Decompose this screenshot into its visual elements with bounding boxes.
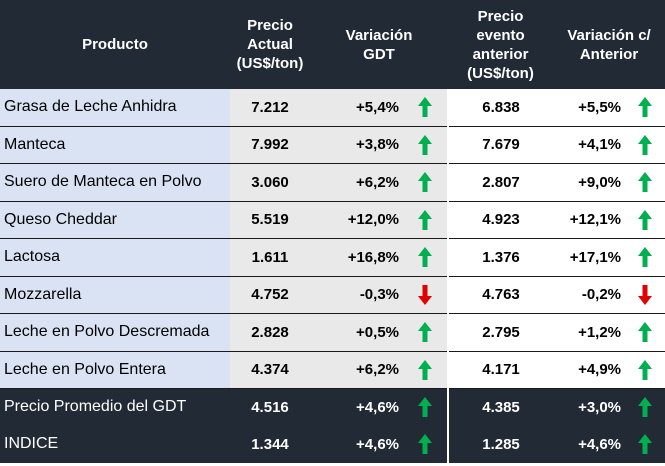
gdt-variation: +5,4% <box>310 89 403 127</box>
product-name: Mozzarella <box>0 276 230 314</box>
table-row: Lactosa 1.611 +16,8% 1.376 +17,1% <box>0 238 665 277</box>
up-arrow-icon <box>403 238 449 277</box>
up-arrow-icon <box>625 313 665 352</box>
previous-variation: +3,0% <box>553 388 626 426</box>
up-arrow-icon <box>403 201 449 239</box>
up-arrow-icon <box>403 425 449 463</box>
current-price: 1.344 <box>230 425 310 463</box>
header-variacion-gdt: Variación GDT <box>310 0 449 89</box>
table-row: Manteca 7.992 +3,8% 7.679 +4,1% <box>0 126 665 164</box>
table-row: Queso Cheddar 5.519 +12,0% 4.923 +12,1% <box>0 201 665 239</box>
previous-price: 4.385 <box>447 388 554 426</box>
previous-variation: +4,1% <box>553 126 626 164</box>
up-arrow-icon <box>625 201 665 239</box>
previous-variation: +9,0% <box>553 163 626 202</box>
previous-price: 1.285 <box>447 425 554 463</box>
up-arrow-icon <box>625 163 665 202</box>
previous-variation: +17,1% <box>553 238 626 277</box>
previous-variation: +5,5% <box>553 89 626 127</box>
previous-price: 6.838 <box>447 89 554 127</box>
previous-variation: +12,1% <box>553 201 626 239</box>
current-price: 2.828 <box>230 313 310 352</box>
product-name: Suero de Manteca en Polvo <box>0 163 230 202</box>
gdt-variation: +4,6% <box>310 388 403 426</box>
product-name: Leche en Polvo Entera <box>0 351 230 389</box>
gdt-variation: -0,3% <box>310 276 403 314</box>
gdt-variation: +6,2% <box>310 351 403 389</box>
up-arrow-icon <box>625 238 665 277</box>
header-variacion-anterior: Variación c/ Anterior <box>553 0 665 89</box>
up-arrow-icon <box>403 313 449 352</box>
previous-variation: +4,6% <box>553 425 626 463</box>
header-precio-actual: Precio Actual (US$/ton) <box>230 0 310 89</box>
up-arrow-icon <box>403 388 449 426</box>
product-name: Queso Cheddar <box>0 201 230 239</box>
down-arrow-icon <box>403 276 449 314</box>
current-price: 5.519 <box>230 201 310 239</box>
summary-row: Precio Promedio del GDT 4.516 +4,6% 4.385 +3… <box>0 388 665 426</box>
previous-price: 4.171 <box>447 351 554 389</box>
previous-price: 2.807 <box>447 163 554 202</box>
product-name: INDICE <box>0 425 230 463</box>
up-arrow-icon <box>403 126 449 164</box>
up-arrow-icon <box>625 351 665 389</box>
table-row: Leche en Polvo Entera 4.374 +6,2% 4.171 +4,9… <box>0 351 665 389</box>
product-name: Precio Promedio del GDT <box>0 388 230 426</box>
up-arrow-icon <box>403 351 449 389</box>
product-name: Leche en Polvo Descremada <box>0 313 230 352</box>
up-arrow-icon <box>403 89 449 127</box>
current-price: 4.374 <box>230 351 310 389</box>
up-arrow-icon <box>625 425 665 463</box>
up-arrow-icon <box>625 388 665 426</box>
down-arrow-icon <box>625 276 665 314</box>
product-name: Grasa de Leche Anhidra <box>0 89 230 127</box>
table-row: Leche en Polvo Descremada 2.828 +0,5% 2.795… <box>0 313 665 352</box>
current-price: 7.212 <box>230 89 310 127</box>
gdt-variation: +4,6% <box>310 425 403 463</box>
gdt-variation: +16,8% <box>310 238 403 277</box>
current-price: 4.516 <box>230 388 310 426</box>
current-price: 4.752 <box>230 276 310 314</box>
header-row: Producto Precio Actual (US$/ton) Variaci… <box>0 0 665 89</box>
previous-variation: +1,2% <box>553 313 626 352</box>
current-price: 1.611 <box>230 238 310 277</box>
gdt-variation: +6,2% <box>310 163 403 202</box>
previous-price: 4.763 <box>447 276 554 314</box>
summary-row: INDICE 1.344 +4,6% 1.285 +4,6% <box>0 425 665 463</box>
table-row: Mozzarella 4.752 -0,3% 4.763 -0,2% <box>0 276 665 314</box>
previous-price: 4.923 <box>447 201 554 239</box>
up-arrow-icon <box>625 89 665 127</box>
previous-price: 1.376 <box>447 238 554 277</box>
table-row: Grasa de Leche Anhidra 7.212 +5,4% 6.838 +5,… <box>0 89 665 127</box>
product-name: Lactosa <box>0 238 230 277</box>
up-arrow-icon <box>625 126 665 164</box>
previous-price: 7.679 <box>447 126 554 164</box>
gdt-variation: +12,0% <box>310 201 403 239</box>
previous-price: 2.795 <box>447 313 554 352</box>
current-price: 3.060 <box>230 163 310 202</box>
product-name: Manteca <box>0 126 230 164</box>
gdt-variation: +0,5% <box>310 313 403 352</box>
gdt-variation: +3,8% <box>310 126 403 164</box>
table-row: Suero de Manteca en Polvo 3.060 +6,2% 2.807… <box>0 163 665 202</box>
current-price: 7.992 <box>230 126 310 164</box>
header-precio-anterior: Precio evento anterior (US$/ton) <box>448 0 554 89</box>
previous-variation: +4,9% <box>553 351 626 389</box>
up-arrow-icon <box>403 163 449 202</box>
header-producto: Producto <box>0 0 230 89</box>
previous-variation: -0,2% <box>553 276 626 314</box>
